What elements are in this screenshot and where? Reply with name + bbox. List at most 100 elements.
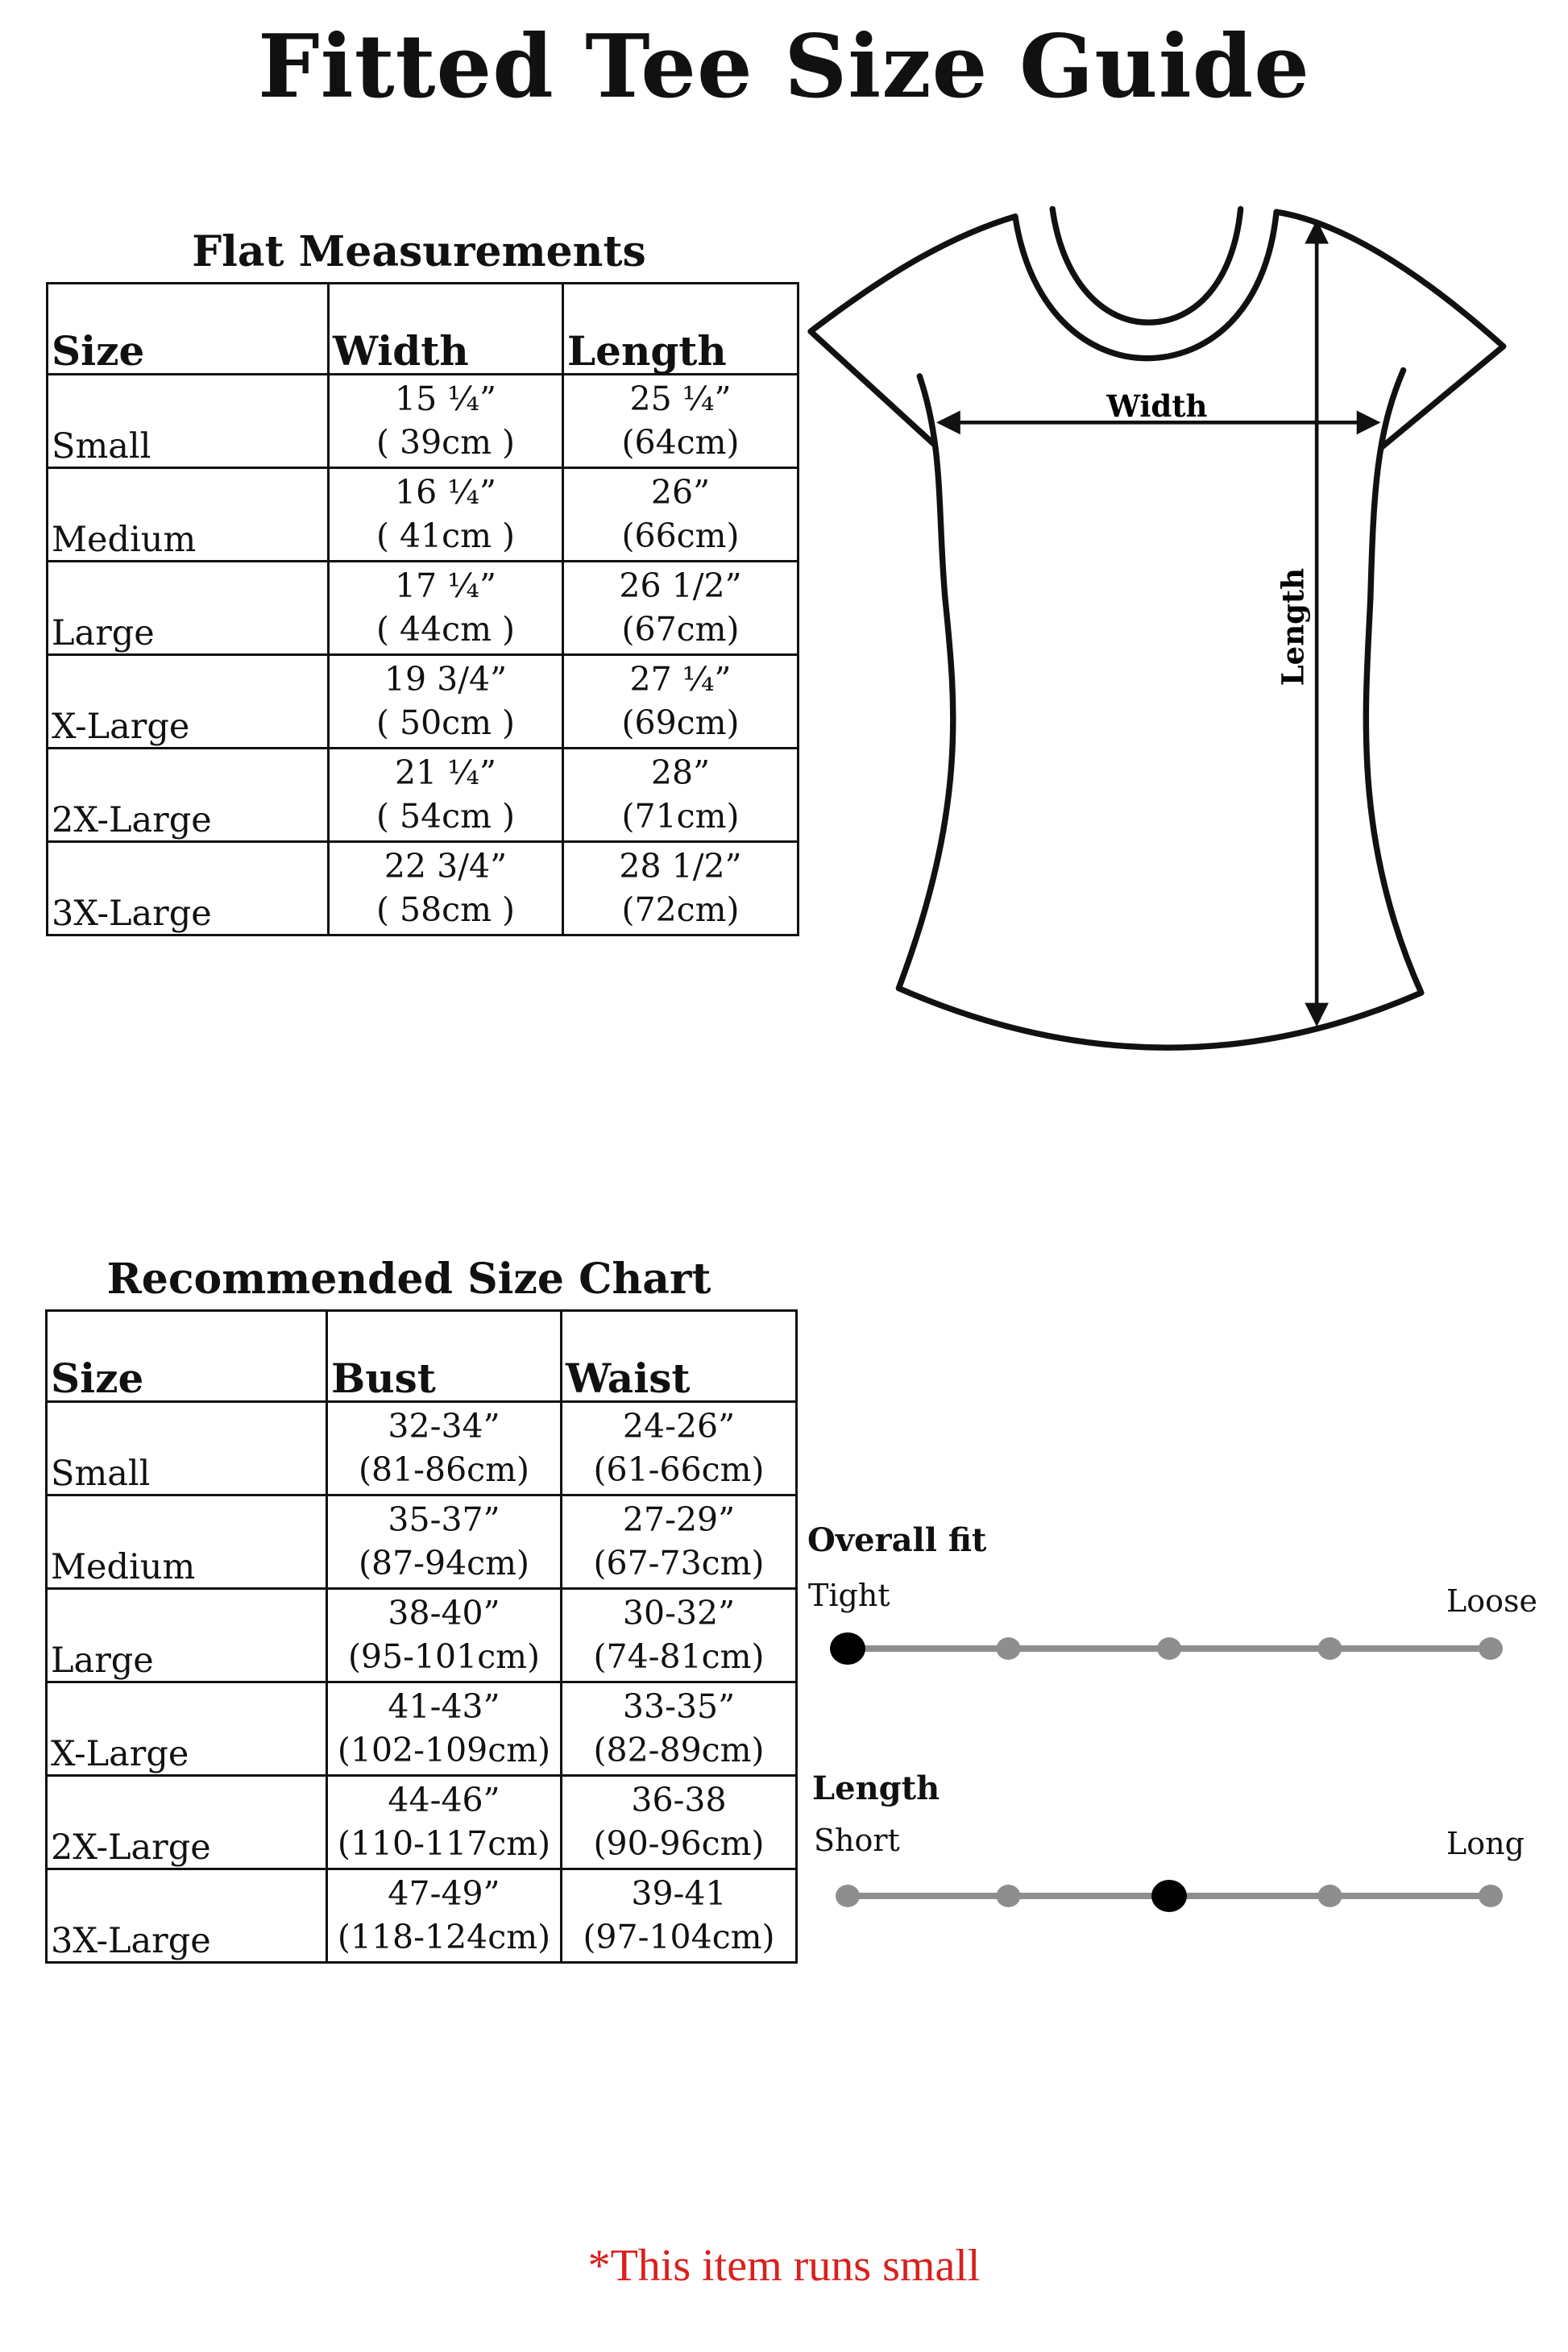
inches-value: 28” bbox=[650, 753, 711, 793]
scale-dot-selected bbox=[1151, 1880, 1187, 1912]
width-cell: 16 ¼” ( 41cm ) bbox=[327, 467, 564, 562]
cm-value: (110-117cm) bbox=[337, 1823, 551, 1863]
table-row: X-Large 41-43” (102-109cm) 33-35” (82-89cm… bbox=[45, 1681, 798, 1777]
recommended-size-heading: Recommended Size Chart bbox=[106, 1255, 711, 1304]
cm-value: (102-109cm) bbox=[337, 1730, 551, 1769]
table-row: Large 17 ¼”( 44cm ) 26 1/2” (67cm) bbox=[46, 560, 799, 656]
scale-dot bbox=[1479, 1637, 1503, 1660]
flat-measurements-heading: Flat Measurements bbox=[192, 227, 646, 276]
width-cell: 15 ¼”( 39cm ) bbox=[327, 373, 564, 469]
inches-value: 26” bbox=[650, 473, 711, 512]
header-waist: Waist bbox=[560, 1309, 798, 1403]
overall-fit-track bbox=[830, 1632, 1503, 1665]
table-row: Small 15 ¼”( 39cm ) 25 ¼” (64cm) bbox=[46, 373, 799, 469]
inches-value: 30-32” bbox=[622, 1594, 736, 1633]
inches-value: 44-46” bbox=[388, 1781, 500, 1820]
size-cell: 2X-Large bbox=[45, 1774, 328, 1870]
bust-cell: 38-40” (95-101cm) bbox=[326, 1587, 562, 1683]
table-row: Large 38-40” (95-101cm) 30-32” (74-81cm) bbox=[45, 1587, 798, 1683]
size-cell: 3X-Large bbox=[45, 1868, 328, 1964]
cm-value: ( 39cm ) bbox=[375, 422, 516, 462]
table-row: Medium 16 ¼” ( 41cm ) 26” (66cm) bbox=[46, 467, 799, 562]
length-cell: 26” (66cm) bbox=[562, 467, 799, 562]
size-cell: Medium bbox=[46, 467, 330, 562]
scale-dot bbox=[1479, 1885, 1503, 1907]
size-cell: Medium bbox=[45, 1494, 328, 1590]
loose-label: Loose bbox=[1446, 1583, 1537, 1619]
long-label: Long bbox=[1446, 1826, 1524, 1861]
inches-value: 28 1/2” bbox=[619, 847, 742, 886]
inches-value: 15 ¼” bbox=[395, 380, 496, 419]
header-size: Size bbox=[45, 1309, 328, 1403]
scale-dot bbox=[836, 1885, 860, 1907]
table-row: 3X-Large 47-49” (118-124cm) 39-41 (97-104c… bbox=[45, 1868, 798, 1964]
cm-value: (74-81cm) bbox=[593, 1636, 765, 1676]
cm-value: (95-101cm) bbox=[347, 1636, 541, 1676]
cm-value: (82-89cm) bbox=[593, 1730, 765, 1769]
table-row: Small 32-34” (81-86cm) 24-26” (61-66cm) bbox=[45, 1400, 798, 1496]
table-row: 2X-Large 44-46” (110-117cm) 36-38 (90-96cm… bbox=[45, 1774, 798, 1870]
length-cell: 28 1/2” (72cm) bbox=[562, 840, 799, 936]
waist-cell: 36-38 (90-96cm) bbox=[560, 1774, 798, 1870]
bust-cell: 44-46” (110-117cm) bbox=[326, 1774, 562, 1870]
width-arrow-right-icon bbox=[1356, 410, 1381, 435]
waist-cell: 33-35” (82-89cm) bbox=[560, 1681, 798, 1777]
cm-value: (64cm) bbox=[621, 422, 740, 462]
tshirt-left-sleeve bbox=[807, 213, 1018, 446]
runs-small-note: *This item runs small bbox=[587, 2241, 981, 2291]
width-cell: 17 ¼”( 44cm ) bbox=[327, 560, 564, 656]
inches-value: 22 3/4” bbox=[384, 847, 508, 886]
scale-dot bbox=[1317, 1637, 1342, 1660]
inches-value: 36-38 bbox=[631, 1781, 727, 1820]
waist-cell: 39-41 (97-104cm) bbox=[560, 1868, 798, 1964]
length-arrow-top-icon bbox=[1305, 219, 1329, 244]
inches-value: 39-41 bbox=[631, 1874, 727, 1914]
length-cell: 28” (71cm) bbox=[562, 747, 799, 843]
length-cell: 27 ¼” (69cm) bbox=[562, 653, 799, 749]
cm-value: (71cm) bbox=[621, 796, 740, 836]
cm-value: ( 41cm ) bbox=[375, 516, 516, 555]
cm-value: (69cm) bbox=[621, 703, 740, 742]
cm-value: ( 58cm ) bbox=[375, 890, 516, 929]
length-cell: 26 1/2” (67cm) bbox=[562, 560, 799, 656]
inches-value: 21 ¼” bbox=[395, 753, 496, 793]
tshirt-body-outline bbox=[895, 367, 1425, 1051]
header-bust: Bust bbox=[326, 1309, 562, 1403]
inches-value: 24-26” bbox=[622, 1407, 736, 1446]
inches-value: 35-37” bbox=[388, 1500, 500, 1540]
inches-value: 26 1/2” bbox=[619, 566, 742, 606]
header-width: Width bbox=[327, 282, 564, 375]
inches-value: 25 ¼” bbox=[629, 380, 732, 419]
page-title: Fitted Tee Size Guide bbox=[258, 16, 1310, 118]
width-arrow-left-icon bbox=[936, 410, 960, 435]
size-cell: Small bbox=[46, 373, 330, 469]
scale-dot bbox=[996, 1885, 1021, 1907]
scale-dot-selected bbox=[830, 1632, 865, 1665]
cm-value: (90-96cm) bbox=[593, 1823, 765, 1863]
cm-value: ( 54cm ) bbox=[375, 796, 516, 836]
tight-label: Tight bbox=[808, 1578, 890, 1613]
cm-value: (67cm) bbox=[621, 609, 740, 649]
short-label: Short bbox=[814, 1823, 900, 1858]
tshirt-right-sleeve bbox=[1273, 209, 1507, 451]
width-cell: 21 ¼”( 54cm ) bbox=[327, 747, 564, 843]
header-size: Size bbox=[46, 282, 330, 375]
cm-value: (87-94cm) bbox=[358, 1543, 530, 1583]
length-scale-title: Length bbox=[812, 1769, 940, 1807]
scale-dot bbox=[996, 1637, 1021, 1660]
inches-value: 27 ¼” bbox=[629, 660, 732, 699]
width-label: Width bbox=[1105, 388, 1207, 424]
length-track bbox=[836, 1880, 1503, 1912]
inches-value: 38-40” bbox=[388, 1594, 500, 1633]
recommended-size-table: Size Bust Waist Small 32-34” (81-86cm) 24… bbox=[45, 1309, 798, 1964]
tshirt-collar-inner bbox=[1049, 205, 1244, 326]
cm-value: (66cm) bbox=[621, 516, 740, 555]
length-label: Length bbox=[1275, 568, 1310, 687]
width-cell: 22 3/4” ( 58cm ) bbox=[327, 840, 564, 936]
width-cell: 19 3/4” ( 50cm ) bbox=[327, 653, 564, 749]
inches-value: 27-29” bbox=[622, 1500, 736, 1540]
scale-dot bbox=[1157, 1637, 1181, 1660]
cm-value: (81-86cm) bbox=[358, 1450, 530, 1489]
inches-value: 47-49” bbox=[388, 1874, 500, 1914]
